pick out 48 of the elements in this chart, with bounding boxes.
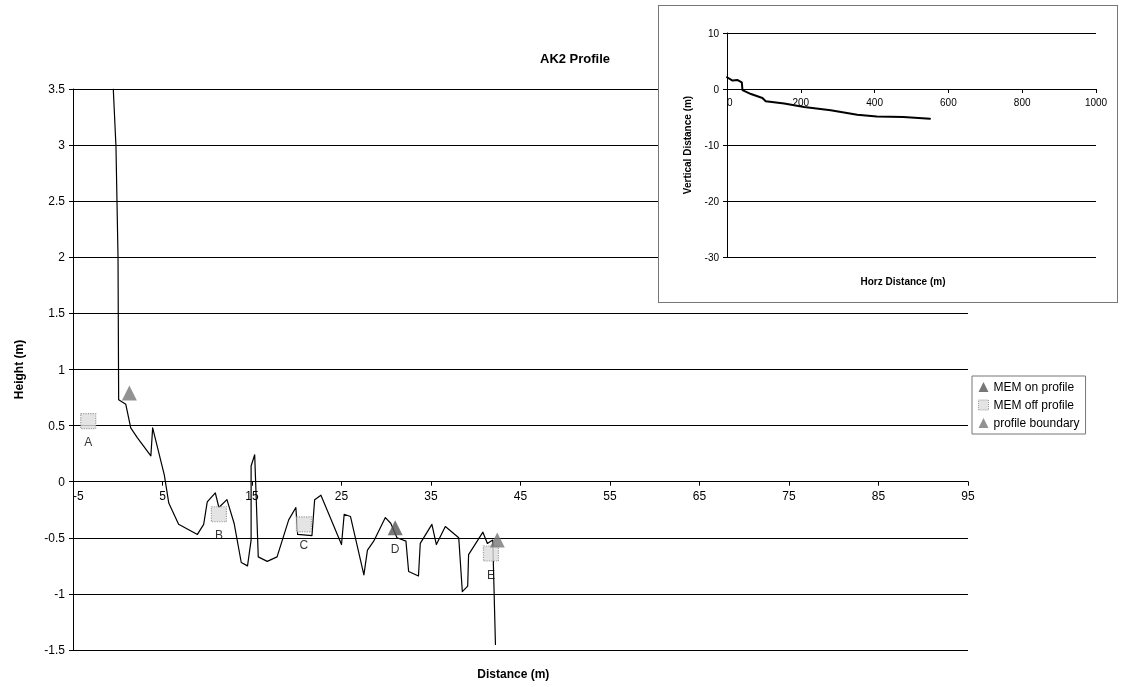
- point: [489, 532, 505, 548]
- x-tick-label: 25: [334, 488, 349, 503]
- y-tick-label: 3.5: [48, 82, 66, 96]
- x-tick-label: 1000: [1084, 96, 1108, 108]
- point: [482, 545, 500, 562]
- legend-label: MEM off profile: [993, 398, 1075, 412]
- point: [387, 520, 403, 536]
- y-axis-title: Height (m): [12, 339, 26, 400]
- x-tick-label: 5: [159, 488, 167, 503]
- x-tick-label: 95: [961, 488, 975, 503]
- point: [295, 516, 313, 533]
- y-tick-label: 0.5: [48, 418, 66, 433]
- y-tick-label: 0: [58, 474, 66, 489]
- x-tick-label: 85: [871, 488, 886, 503]
- y-tick-label: 0: [713, 83, 720, 95]
- x-tick-label: 75: [782, 488, 796, 503]
- y-axis-title: Vertical Distance (m): [681, 95, 693, 195]
- legend-label: profile boundary: [993, 416, 1080, 430]
- point: [80, 413, 97, 430]
- y-tick-label: 10: [707, 27, 720, 39]
- annotation: A: [84, 435, 93, 450]
- x-tick-label: 45: [513, 488, 528, 503]
- x-tick-label: 800: [1013, 96, 1031, 108]
- point: [210, 506, 227, 523]
- y-tick-label: -30: [704, 251, 720, 263]
- y-tick-label: 1: [58, 362, 66, 377]
- annotation: C: [299, 538, 309, 553]
- x-axis-title: Distance (m): [477, 667, 550, 681]
- y-tick-label: -0.5: [44, 530, 66, 545]
- point: [121, 385, 137, 401]
- legend-label: MEM on profile: [993, 380, 1075, 394]
- chart-title: AK2 Profile: [540, 51, 611, 66]
- x-tick-label: 600: [940, 96, 958, 108]
- y-tick-label: -1: [54, 586, 66, 601]
- y-tick-label: 2.5: [48, 194, 66, 209]
- y-tick-label: -10: [704, 139, 720, 151]
- x-tick-label: 35: [424, 488, 438, 503]
- y-tick-label: 2: [58, 250, 66, 265]
- y-tick-label: 3: [58, 138, 66, 153]
- x-tick-label: 65: [692, 488, 707, 503]
- x-tick-label: 55: [603, 488, 617, 503]
- x-tick-label: -5: [73, 488, 84, 503]
- y-tick-label: -20: [704, 195, 720, 207]
- y-tick-label: -1.5: [44, 643, 66, 657]
- y-tick-label: 1.5: [48, 306, 66, 321]
- x-tick-label: 400: [866, 96, 884, 108]
- annotation: D: [390, 541, 400, 556]
- x-axis-title: Horz Distance (m): [860, 275, 946, 287]
